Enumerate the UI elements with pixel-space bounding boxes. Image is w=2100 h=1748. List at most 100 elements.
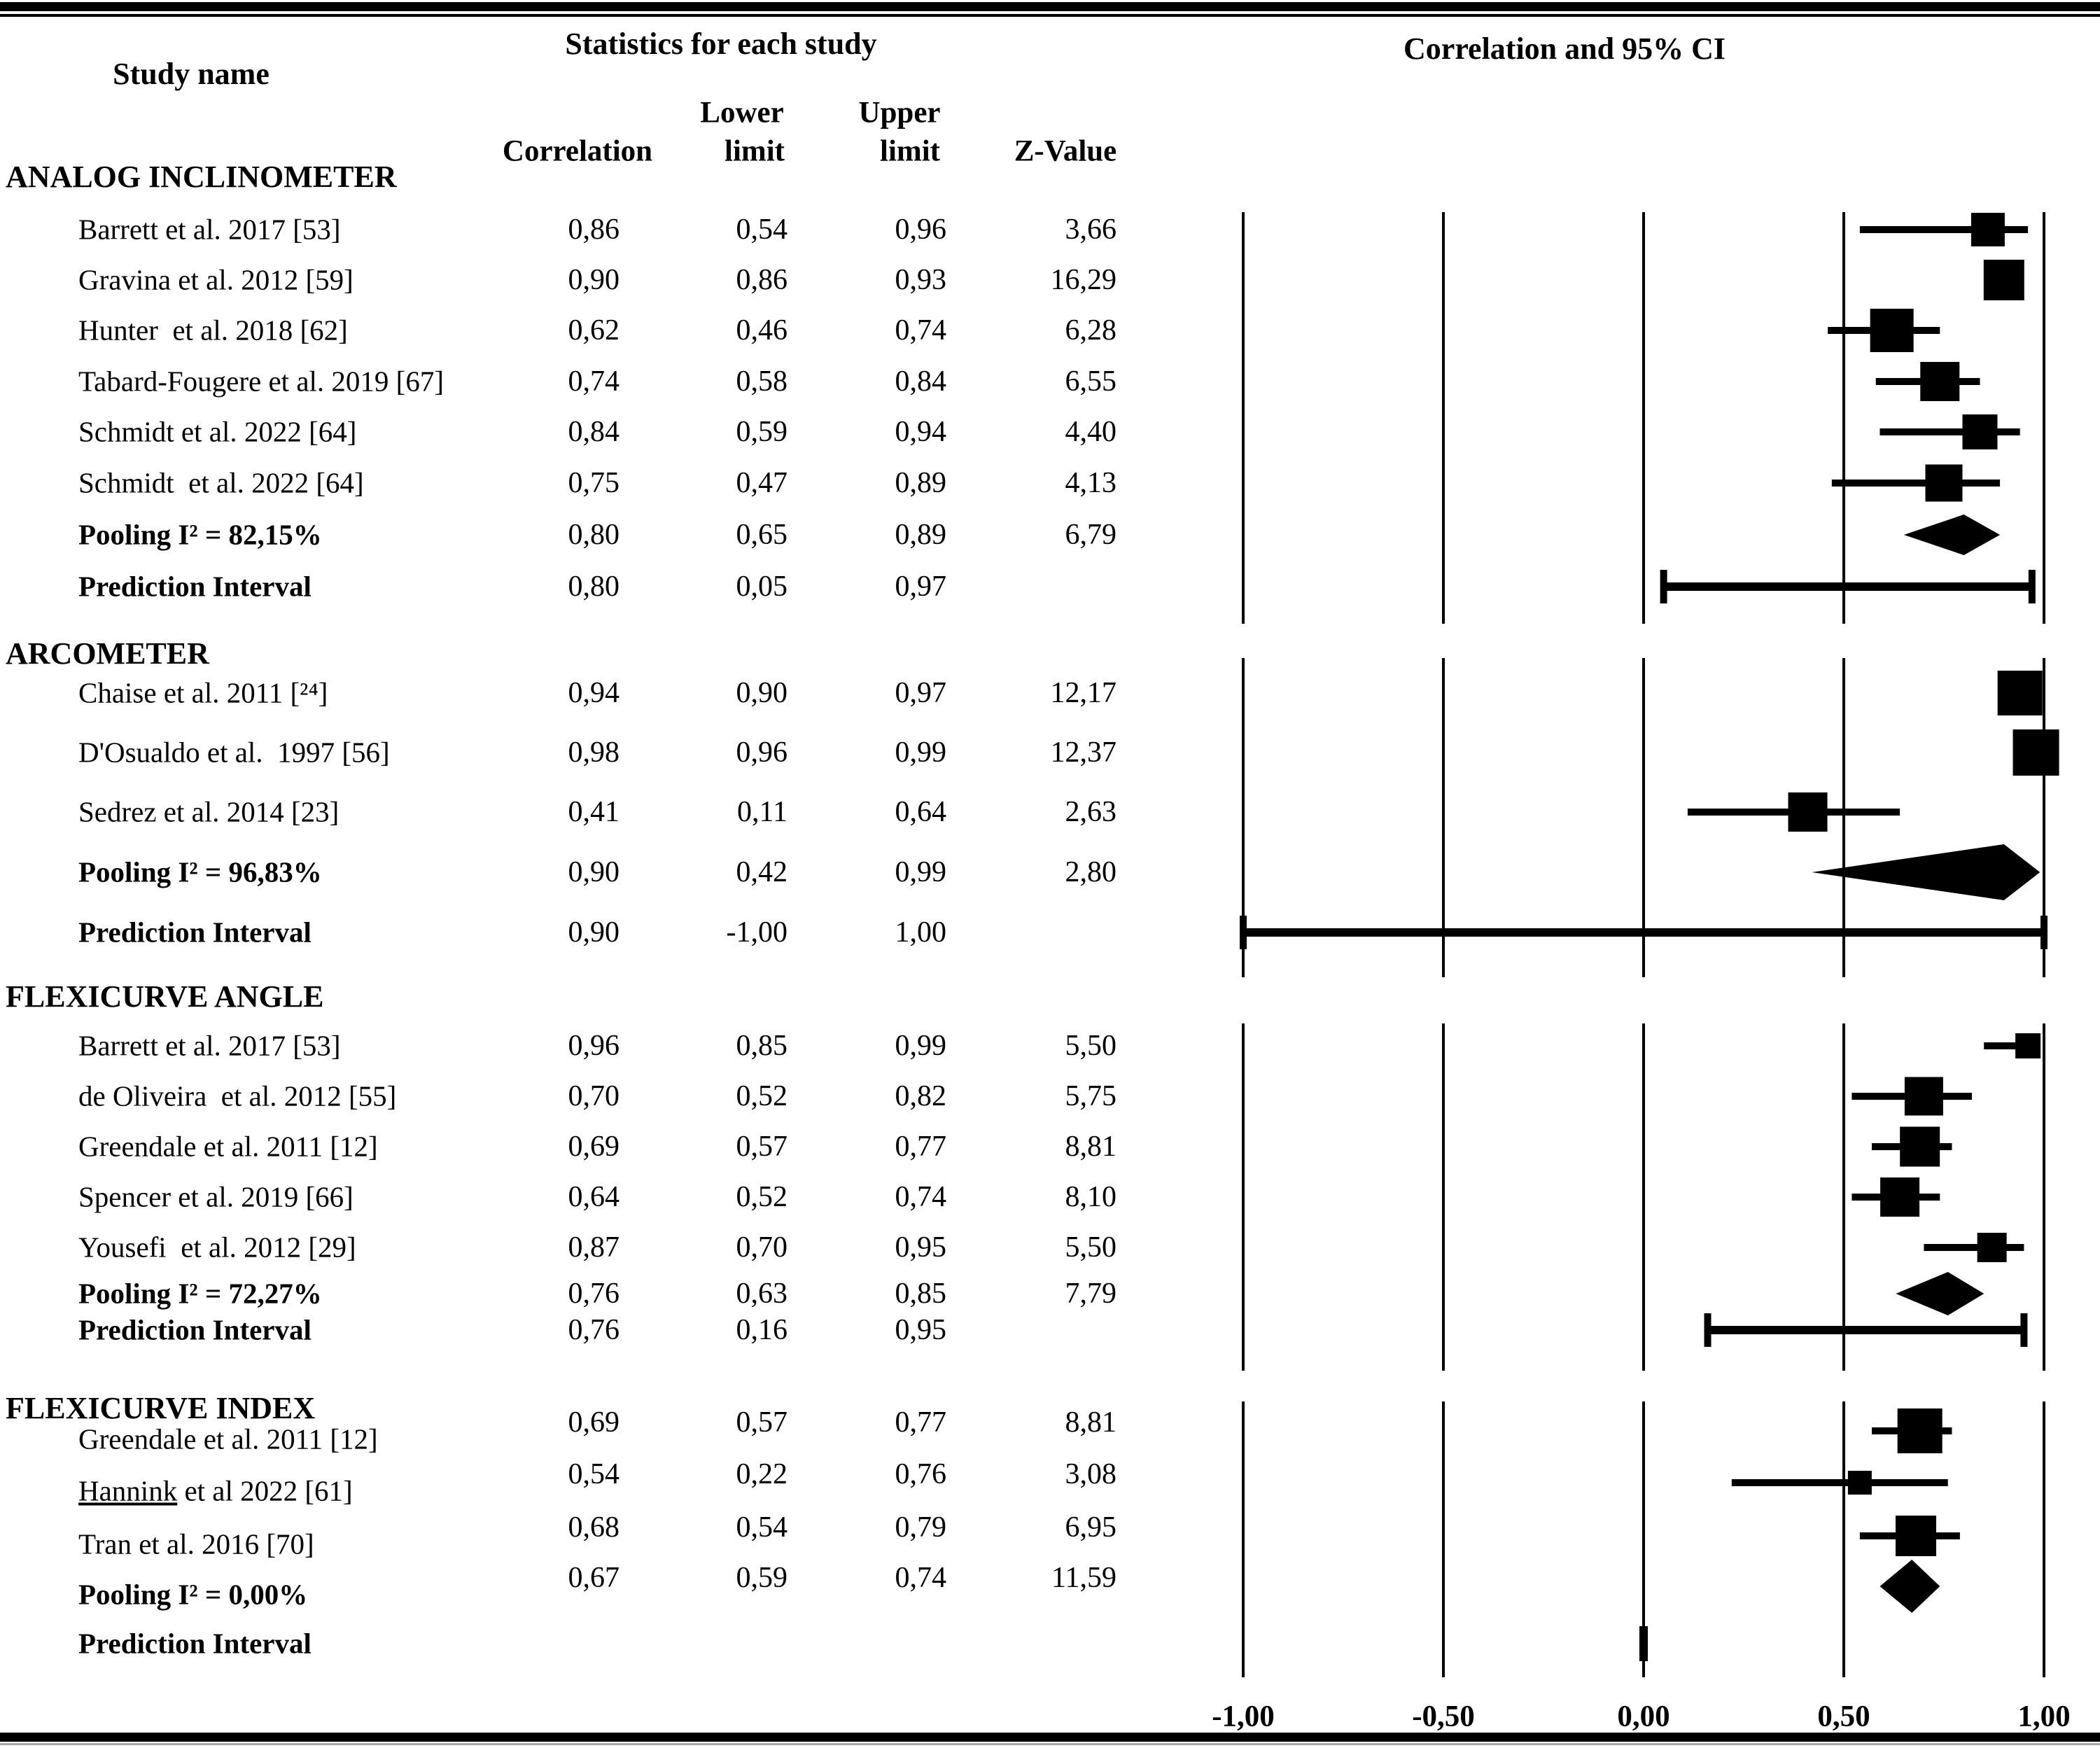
gridline	[1442, 212, 1445, 624]
upper-value: 0,97	[895, 571, 947, 603]
gridline	[2043, 1023, 2045, 1371]
lower-value: 0,16	[736, 1314, 788, 1346]
study-label: Yousefi et al. 2012 [29]	[78, 1231, 356, 1264]
lower-value: 0,65	[736, 519, 788, 551]
upper-value: 0,76	[895, 1458, 947, 1490]
correlation-value: 0,80	[568, 571, 620, 603]
ci-line	[1879, 428, 2020, 435]
lower-value: 0,46	[736, 314, 788, 347]
ci-line	[1924, 1244, 2024, 1251]
group-title: ARCOMETER	[6, 636, 209, 671]
axis-tick-label: 0,00	[1617, 1700, 1670, 1733]
gridline	[1842, 658, 1845, 977]
pooled-label: Pooling I² = 0,00%	[78, 1578, 308, 1611]
effect-square	[1870, 309, 1914, 352]
correlation-value: 0,96	[568, 1030, 620, 1062]
study-label: Chaise et al. 2011 [²⁴]	[78, 676, 328, 709]
z-value: 5,75	[1065, 1080, 1117, 1112]
effect-square	[1997, 671, 2043, 715]
lower-value: 0,63	[736, 1278, 788, 1310]
gridline	[2043, 1401, 2045, 1677]
upper-value: 0,89	[895, 467, 947, 499]
prediction-label: Prediction Interval	[78, 1627, 312, 1660]
pooled-diamond	[1896, 1272, 1984, 1315]
correlation-value: 0,68	[568, 1511, 620, 1544]
stats-header: Statistics for each study	[565, 27, 877, 61]
lower-value: 0,70	[736, 1231, 788, 1264]
gridline	[1442, 1023, 1445, 1371]
lower-value: 0,85	[736, 1030, 788, 1062]
z-value: 6,95	[1065, 1511, 1117, 1544]
study-label: Tran et al. 2016 [70]	[78, 1527, 314, 1560]
correlation-value: 0,84	[568, 416, 620, 448]
upper-value: 0,74	[895, 1181, 947, 1213]
gridline	[2043, 212, 2045, 624]
z-value: 6,79	[1065, 519, 1117, 551]
correlation-value: 0,64	[568, 1181, 620, 1213]
study-label: Sedrez et al. 2014 [23]	[78, 795, 340, 828]
correlation-value: 0,94	[568, 677, 620, 709]
correlation-value: 0,54	[568, 1458, 620, 1490]
z-value: 12,17	[1050, 677, 1117, 709]
correlation-value: 0,86	[568, 214, 620, 246]
lower-value: 0,52	[736, 1080, 788, 1112]
z-value: 6,55	[1065, 365, 1117, 398]
correlation-value: 0,76	[568, 1278, 620, 1310]
effect-square	[1977, 1233, 2007, 1262]
z-value: 8,81	[1065, 1131, 1117, 1163]
correlation-value: 0,69	[568, 1406, 620, 1439]
effect-square	[2015, 1033, 2041, 1058]
upper-value: 0,99	[895, 1030, 947, 1062]
lower-value: 0,57	[736, 1131, 788, 1163]
pooled-diamond	[1903, 515, 2001, 555]
pooled-label: Pooling I² = 72,27%	[78, 1277, 322, 1310]
study-label: Gravina et al. 2012 [59]	[78, 263, 354, 296]
gridline	[1442, 658, 1445, 977]
col-header-upper-bottom: limit	[880, 134, 940, 168]
lower-value: 0,59	[736, 1562, 788, 1594]
top-rule-thin	[0, 14, 2100, 17]
prediction-interval-cap	[2040, 916, 2047, 949]
gridline	[1242, 1023, 1245, 1371]
study-label: Barrett et al. 2017 [53]	[78, 1029, 341, 1062]
ci-line	[1731, 1479, 1948, 1486]
lower-value: 0,42	[736, 856, 788, 888]
group-title: FLEXICURVE INDEX	[6, 1391, 316, 1425]
lower-value: 0,59	[736, 416, 788, 448]
z-value: 16,29	[1050, 264, 1117, 296]
prediction-interval-line	[1243, 928, 2044, 937]
effect-square	[1920, 362, 1960, 401]
z-value: 4,40	[1065, 416, 1117, 448]
group-title: FLEXICURVE ANGLE	[6, 979, 324, 1014]
prediction-interval-line	[1707, 1326, 2024, 1334]
upper-value: 0,95	[895, 1314, 947, 1346]
correlation-value: 0,70	[568, 1080, 620, 1112]
prediction-label: Prediction Interval	[78, 1313, 312, 1346]
z-value: 5,50	[1065, 1231, 1117, 1264]
correlation-value: 0,75	[568, 467, 620, 499]
study-label: Hannink et al 2022 [61]	[78, 1474, 353, 1507]
correlation-value: 0,76	[568, 1314, 620, 1346]
prediction-interval-cap	[1240, 916, 1247, 949]
z-value: 3,66	[1065, 214, 1117, 246]
group-title: ANALOG INCLINOMETER	[6, 160, 397, 194]
upper-value: 0,74	[895, 314, 947, 347]
lower-value: 0,11	[737, 796, 788, 828]
correlation-value: 0,62	[568, 314, 620, 347]
z-value: 7,79	[1065, 1278, 1117, 1310]
lower-value: 0,58	[736, 365, 788, 398]
col-header-z: Z-Value	[1014, 134, 1117, 168]
plot-header: Correlation and 95% CI	[1404, 32, 1726, 66]
lower-value: 0,90	[736, 677, 788, 709]
prediction-interval-cap	[2028, 570, 2036, 603]
ci-line	[1984, 1042, 2040, 1049]
study-name-header: Study name	[113, 57, 270, 91]
gridline	[1642, 658, 1645, 977]
ci-line	[1831, 480, 2001, 487]
effect-square	[1847, 1471, 1872, 1495]
z-value: 12,37	[1050, 736, 1117, 769]
correlation-value: 0,69	[568, 1131, 620, 1163]
lower-value: 0,22	[736, 1458, 788, 1490]
